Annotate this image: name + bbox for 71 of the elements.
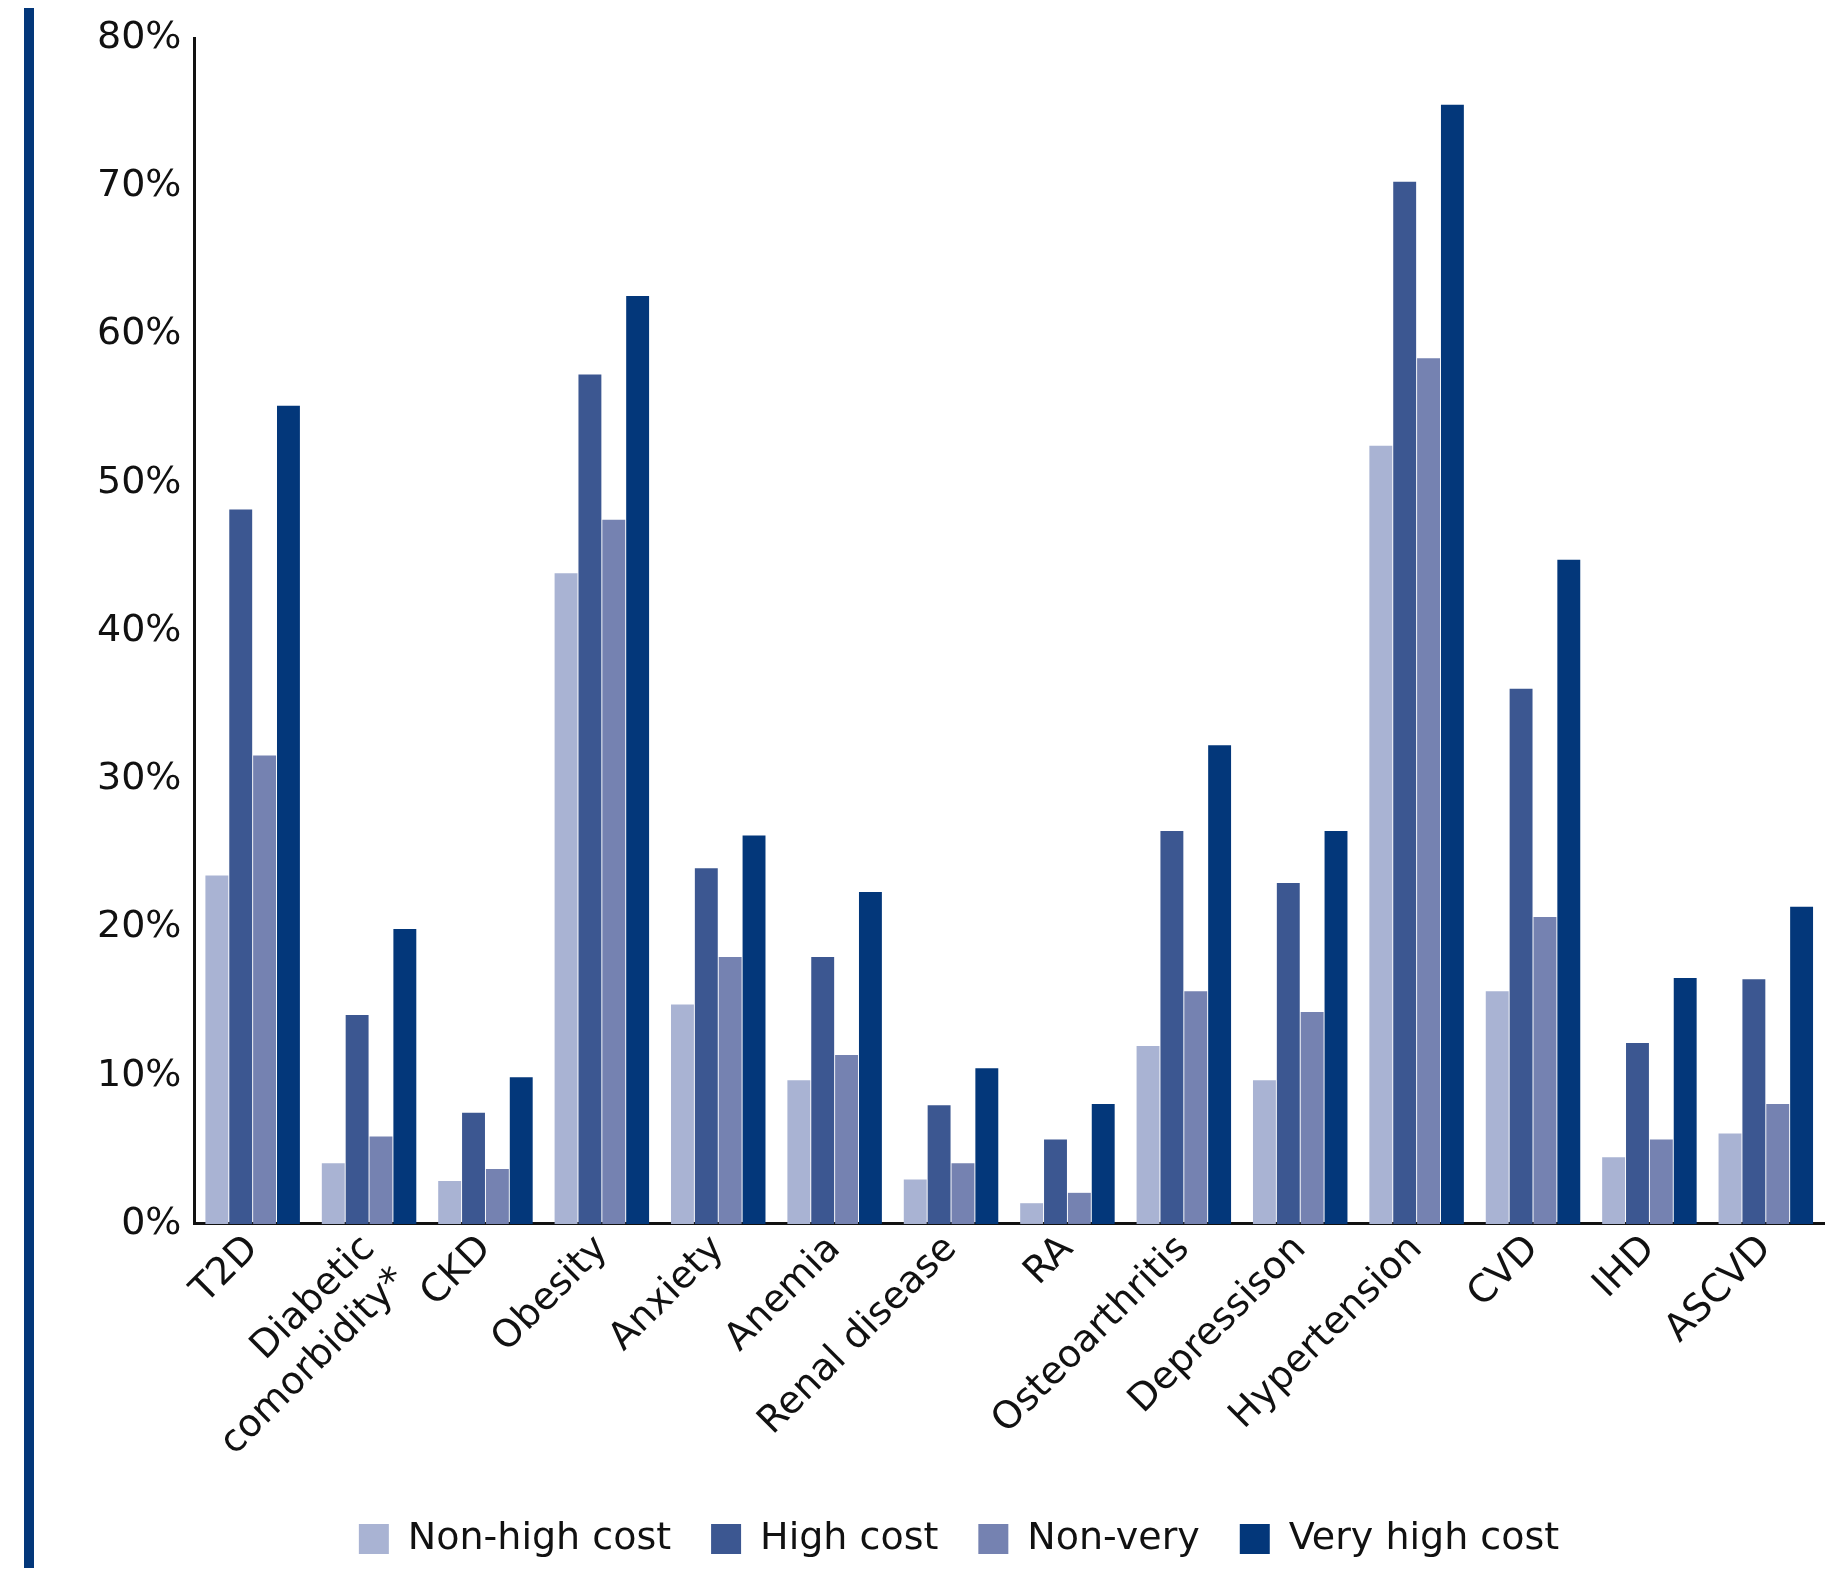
bar bbox=[554, 573, 578, 1224]
y-tick-label: 10% bbox=[96, 1050, 182, 1095]
bar bbox=[811, 957, 835, 1224]
bar bbox=[345, 1014, 369, 1224]
bar bbox=[393, 928, 417, 1224]
bar bbox=[927, 1105, 951, 1224]
legend-label: Very high cost bbox=[1288, 1513, 1560, 1558]
y-tick-label: 50% bbox=[96, 457, 182, 502]
bar bbox=[369, 1136, 393, 1224]
bar bbox=[1440, 104, 1464, 1224]
legend-label: Non-very bbox=[1027, 1513, 1200, 1558]
bar bbox=[975, 1068, 999, 1224]
bar bbox=[858, 891, 882, 1224]
bar bbox=[1369, 445, 1393, 1224]
y-tick-label: 70% bbox=[96, 161, 182, 206]
bar bbox=[1417, 358, 1440, 1224]
bar bbox=[229, 509, 253, 1224]
bar bbox=[1766, 1103, 1790, 1224]
bar bbox=[1276, 883, 1300, 1224]
y-tick-label: 30% bbox=[96, 754, 182, 799]
bar bbox=[694, 868, 718, 1224]
bar bbox=[1393, 181, 1417, 1224]
bar bbox=[1485, 991, 1509, 1224]
bar bbox=[438, 1180, 462, 1224]
bar bbox=[602, 519, 626, 1224]
bar bbox=[277, 405, 300, 1224]
bar bbox=[1300, 1011, 1324, 1224]
bar bbox=[1557, 559, 1581, 1224]
bar bbox=[485, 1169, 509, 1224]
legend-label: High cost bbox=[760, 1513, 939, 1558]
y-tick-label: 20% bbox=[96, 902, 182, 947]
bar bbox=[1509, 688, 1533, 1224]
y-tick-label: 40% bbox=[96, 605, 182, 650]
y-tick-label: 0% bbox=[121, 1198, 182, 1243]
bar bbox=[1533, 917, 1557, 1224]
bar bbox=[462, 1112, 485, 1224]
bar bbox=[742, 835, 766, 1224]
x-tick-label: CKD bbox=[410, 1225, 499, 1314]
bar bbox=[1020, 1203, 1044, 1224]
bar bbox=[1184, 991, 1208, 1224]
bar bbox=[205, 875, 229, 1224]
bar bbox=[1044, 1139, 1067, 1224]
x-tick-label: IHD bbox=[1582, 1225, 1663, 1306]
bar bbox=[1790, 906, 1814, 1224]
bar bbox=[835, 1054, 859, 1224]
legend-label: Non-high cost bbox=[407, 1513, 672, 1558]
bar bbox=[578, 374, 602, 1224]
bar bbox=[903, 1179, 927, 1224]
bar bbox=[509, 1077, 533, 1224]
y-tick-label: 80% bbox=[96, 12, 182, 57]
bar bbox=[1136, 1046, 1160, 1224]
bar bbox=[1252, 1080, 1276, 1224]
bar bbox=[1718, 1133, 1742, 1224]
bar bbox=[253, 755, 277, 1224]
bar bbox=[1091, 1103, 1115, 1224]
bar bbox=[1742, 979, 1766, 1224]
bar bbox=[1208, 745, 1232, 1224]
y-tick-label: 60% bbox=[96, 309, 182, 354]
bar bbox=[1649, 1139, 1673, 1224]
bar bbox=[951, 1163, 975, 1224]
bar bbox=[718, 957, 742, 1224]
bar bbox=[1673, 977, 1697, 1224]
bar bbox=[321, 1163, 345, 1224]
bar bbox=[1324, 831, 1348, 1224]
bar bbox=[671, 1004, 694, 1224]
bar bbox=[1160, 831, 1184, 1224]
bar bbox=[787, 1080, 811, 1224]
bar bbox=[1626, 1043, 1649, 1224]
bar bbox=[1067, 1192, 1091, 1224]
bar bbox=[1602, 1157, 1626, 1224]
bar bbox=[626, 295, 650, 1224]
